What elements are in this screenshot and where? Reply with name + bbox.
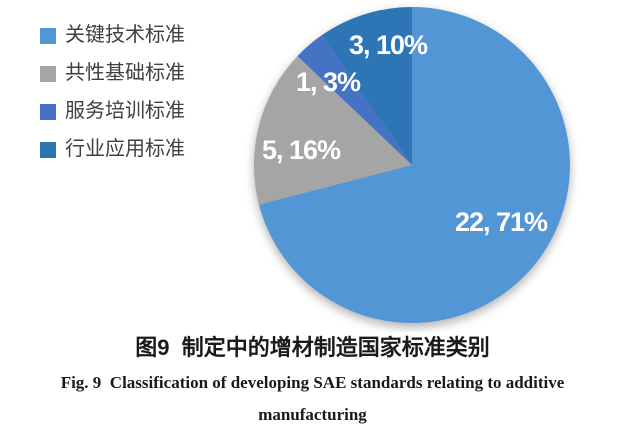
pie-slice-3 — [321, 6, 412, 165]
legend-swatch-icon — [40, 103, 56, 120]
legend-item-industry-application: 行业应用标准 — [40, 138, 185, 160]
slice-data-label-2: 1, 3% — [296, 67, 361, 97]
legend-label: 关键技术标准 — [65, 24, 185, 46]
caption-chinese: 图9 制定中的增材制造国家标准类别 — [135, 335, 490, 360]
legend-swatch-icon — [40, 141, 56, 158]
slice-data-label-3: 3, 10% — [349, 30, 428, 60]
chart-legend: 关键技术标准 共性基础标准 服务培训标准 行业应用标准 — [40, 24, 185, 160]
legend-label: 服务培训标准 — [65, 100, 185, 122]
legend-item-common-basic: 共性基础标准 — [40, 62, 185, 84]
pie-slice-1 — [253, 56, 412, 205]
pie-slice-0 — [259, 7, 570, 323]
pie-slice-2 — [297, 35, 412, 165]
legend-swatch-icon — [40, 65, 56, 82]
caption-english-line2: manufacturing — [258, 405, 367, 424]
figure-caption: 图9 制定中的增材制造国家标准类别 Fig. 9 Classification … — [0, 333, 625, 426]
legend-label: 行业应用标准 — [65, 138, 185, 160]
legend-swatch-icon — [40, 27, 56, 44]
legend-item-key-technology: 关键技术标准 — [40, 24, 185, 46]
slice-data-label-0: 22, 71% — [455, 207, 548, 237]
slice-data-label-1: 5, 16% — [262, 135, 341, 165]
legend-label: 共性基础标准 — [65, 62, 185, 84]
caption-english-line1: Fig. 9 Classification of developing SAE … — [60, 373, 565, 392]
pie-chart: 22, 71% 5, 16% 1, 3% 3, 10% — [253, 6, 570, 323]
legend-item-service-training: 服务培训标准 — [40, 100, 185, 122]
